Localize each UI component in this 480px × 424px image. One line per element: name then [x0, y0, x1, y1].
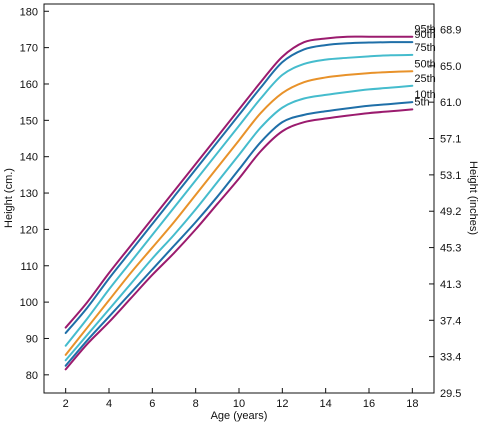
left-y-tick-label: 150 — [20, 115, 38, 127]
left-y-tick-label: 110 — [20, 261, 38, 273]
label-50th: 50th — [414, 58, 435, 70]
left-y-tick-label: 160 — [20, 79, 38, 91]
x-tick-label: 18 — [406, 398, 418, 410]
label-25th: 25th — [414, 73, 435, 85]
x-tick-label: 16 — [363, 398, 375, 410]
label-5th: 5th — [414, 96, 429, 108]
curve-10th — [64, 101, 414, 367]
label-10th: 10th — [414, 89, 435, 101]
curve-75th — [64, 53, 414, 347]
x-tick-label: 4 — [106, 398, 112, 410]
left-y-tick-label: 80 — [26, 370, 38, 382]
curve-95th — [64, 35, 414, 329]
left-y-tick-label: 180 — [20, 6, 38, 18]
x-tick-label: 12 — [276, 398, 288, 410]
curve-5th — [64, 108, 414, 371]
label-90th: 90th — [414, 29, 435, 41]
right-y-axis-label: Height (inches) — [467, 161, 479, 235]
right-y-tick-label: 45.3 — [440, 243, 461, 255]
right-y-axis-ticks: 29.5 33.4 37.4 41.3 45.3 49.2 53.1 57.1 61.0 65.0… — [429, 24, 461, 400]
x-tick-label: 8 — [193, 398, 199, 410]
curve-25th — [64, 84, 414, 362]
left-y-tick-label: 140 — [20, 152, 38, 164]
x-axis-ticks: 2 4 6 8 10 12 14 16 18 — [63, 388, 418, 410]
label-75th: 75th — [414, 42, 435, 54]
left-y-tick-label: 100 — [20, 297, 38, 309]
right-y-tick-label: 68.9 — [440, 24, 461, 36]
left-y-tick-label: 120 — [20, 224, 38, 236]
left-y-axis-label: Height (cm.) — [3, 168, 15, 228]
x-tick-label: 10 — [233, 398, 245, 410]
x-tick-label: 2 — [63, 398, 69, 410]
right-y-tick-label: 37.4 — [440, 315, 461, 327]
right-y-tick-label: 41.3 — [440, 279, 461, 291]
x-tick-label: 14 — [320, 398, 332, 410]
right-y-tick-label: 57.1 — [440, 134, 461, 146]
left-y-axis-ticks: 80 90 100 110 120 130 140 150 160 170 180 — [20, 6, 49, 382]
x-tick-label: 6 — [149, 398, 155, 410]
right-y-tick-label: 53.1 — [440, 170, 461, 182]
left-y-tick-label: 170 — [20, 43, 38, 55]
curve-50th — [64, 70, 414, 356]
curve-90th — [64, 41, 414, 335]
right-y-tick-label: 61.0 — [440, 97, 461, 109]
percentile-curves — [64, 35, 414, 371]
right-y-tick-label: 29.5 — [440, 388, 461, 400]
right-y-tick-label: 49.2 — [440, 206, 461, 218]
right-y-tick-label: 65.0 — [440, 61, 461, 73]
plot-frame — [43, 3, 435, 394]
label-95th: 95th — [414, 24, 435, 36]
right-y-tick-label: 33.4 — [440, 352, 461, 364]
left-y-tick-label: 90 — [26, 333, 38, 345]
left-y-tick-label: 130 — [20, 188, 38, 200]
x-axis-label: Age (years) — [211, 410, 268, 422]
